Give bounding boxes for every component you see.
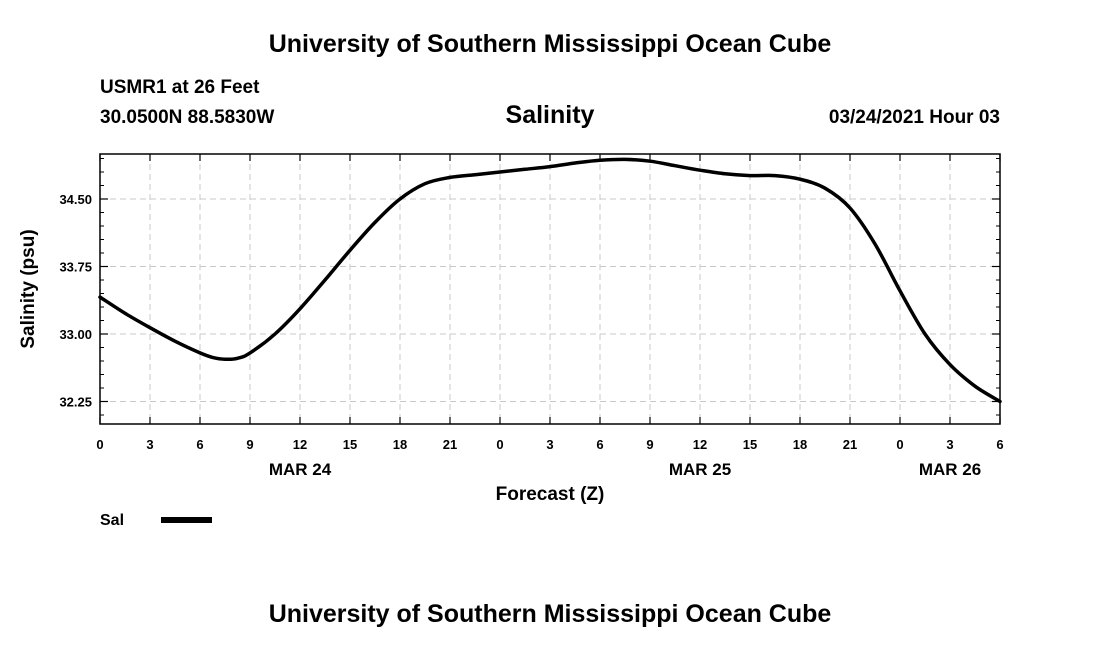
forecast-time: 03/24/2021 Hour 03 — [828, 107, 1000, 128]
legend: Sal — [100, 512, 212, 529]
series-lines — [98, 157, 1002, 404]
x-tick-label: 0 — [496, 437, 503, 452]
x-axis-title: Forecast (Z) — [496, 484, 605, 505]
date-label: MAR 24 — [269, 460, 332, 479]
axis-ticks — [99, 154, 1001, 424]
x-tick-label: 18 — [793, 437, 807, 452]
x-tick-label: 21 — [843, 437, 857, 452]
x-tick-label: 21 — [443, 437, 457, 452]
x-tick-label: 0 — [896, 437, 903, 452]
station-name: USMR1 at 26 Feet — [100, 77, 260, 98]
y-tick-label: 32.25 — [59, 395, 92, 410]
x-tick-label: 0 — [96, 437, 103, 452]
y-tick-label: 33.75 — [59, 260, 92, 275]
station-coordinates: 30.0500N 88.5830W — [100, 107, 275, 128]
x-tick-label: 12 — [693, 437, 707, 452]
x-tick-label: 3 — [546, 437, 553, 452]
series-line-sal — [98, 157, 1002, 404]
x-tick-label: 3 — [946, 437, 953, 452]
chart-title: Salinity — [505, 101, 595, 129]
y-axis-title: Salinity (psu) — [18, 229, 39, 348]
x-tick-label: 9 — [246, 437, 253, 452]
date-labels: MAR 24 MAR 25 MAR 26 — [269, 460, 981, 479]
x-tick-label: 6 — [596, 437, 603, 452]
x-tick-label: 6 — [996, 437, 1003, 452]
x-tick-label: 18 — [393, 437, 407, 452]
grid-lines — [100, 154, 1000, 424]
x-tick-label: 6 — [196, 437, 203, 452]
legend-label: Sal — [100, 512, 124, 529]
y-tick-labels: 32.25 33.00 33.75 34.50 — [59, 192, 92, 410]
x-tick-labels: 0 3 6 9 12 15 18 21 0 3 6 9 12 15 18 21 0 3 6 — [96, 437, 1003, 452]
date-label: MAR 26 — [919, 460, 981, 479]
date-label: MAR 25 — [669, 460, 731, 479]
x-tick-label: 9 — [646, 437, 653, 452]
bottom-title: University of Southern Mississippi Ocean… — [268, 600, 832, 628]
x-tick-label: 12 — [293, 437, 307, 452]
y-tick-label: 34.50 — [59, 192, 92, 207]
x-tick-label: 15 — [743, 437, 757, 452]
top-title: University of Southern Mississippi Ocean… — [268, 30, 832, 58]
x-tick-label: 15 — [343, 437, 357, 452]
x-tick-label: 3 — [146, 437, 153, 452]
y-tick-label: 33.00 — [59, 327, 92, 342]
